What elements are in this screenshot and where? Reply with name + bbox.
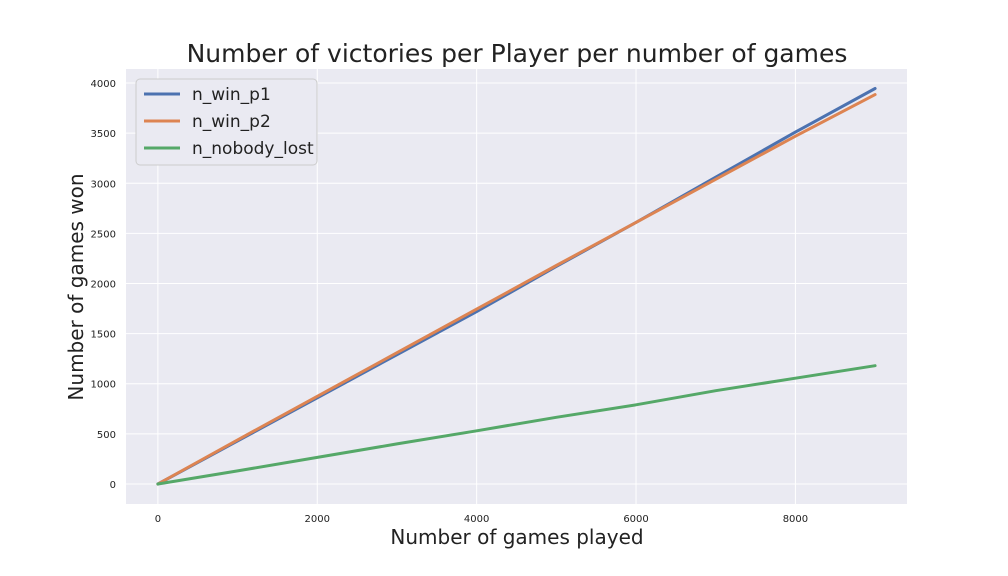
x-tick-label: 0 — [155, 514, 161, 525]
data-series — [156, 87, 877, 486]
y-tick-label: 0 — [110, 480, 116, 491]
x-tick-label: 4000 — [464, 514, 489, 525]
legend-label: n_win_p1 — [192, 85, 271, 105]
legend-box — [135, 78, 318, 166]
y-tick-label: 4000 — [91, 79, 116, 90]
y-axis-label: Number of games won — [64, 173, 88, 400]
legend: n_win_p1 n_win_p2 n_nobody_lost — [135, 78, 318, 166]
y-tick-label: 3500 — [91, 129, 116, 140]
grid-lines — [126, 69, 907, 504]
series-line-n-nobody-lost — [156, 364, 877, 486]
x-axis-label: Number of games played — [390, 525, 643, 549]
y-tick-labels: 0 500 1000 1500 2000 2500 3000 3500 4000 — [91, 79, 116, 491]
y-tick-label: 1000 — [91, 380, 116, 391]
legend-label: n_win_p2 — [192, 112, 271, 132]
y-tick-label: 500 — [97, 430, 116, 441]
x-tick-label: 2000 — [305, 514, 330, 525]
legend-label: n_nobody_lost — [192, 139, 314, 159]
x-tick-labels: 0 2000 4000 6000 8000 — [155, 514, 808, 525]
chart-title: Number of victories per Player per numbe… — [187, 39, 848, 68]
x-tick-label: 8000 — [783, 514, 808, 525]
y-tick-label: 2000 — [91, 279, 116, 290]
y-tick-label: 3000 — [91, 179, 116, 190]
x-tick-label: 6000 — [623, 514, 648, 525]
series-line-n-win-p2 — [156, 93, 877, 486]
y-tick-label: 1500 — [91, 330, 116, 341]
y-tick-label: 2500 — [91, 229, 116, 240]
